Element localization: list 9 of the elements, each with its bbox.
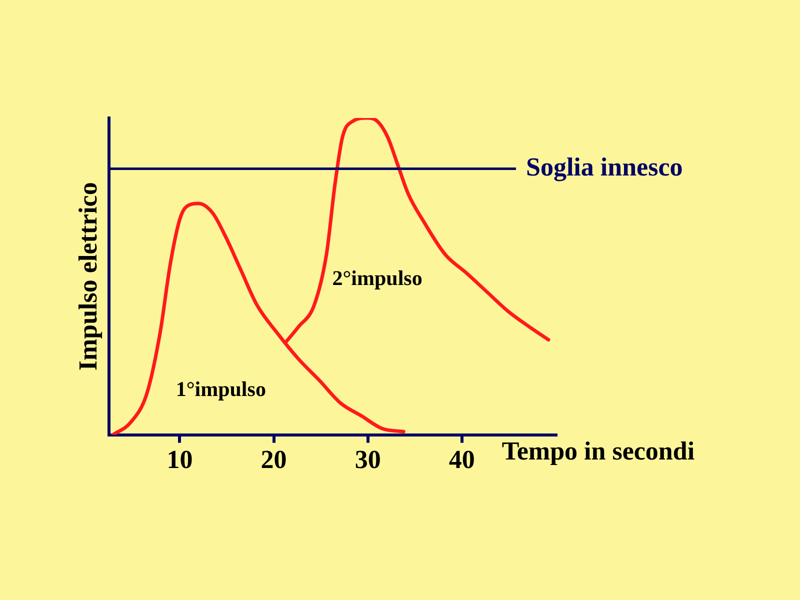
annotation: 1°impulso [176, 376, 266, 401]
y-axis-title: Impulso elettrico [73, 182, 102, 371]
annotation: 2°impulso [332, 266, 422, 290]
x-tick-label: 40 [448, 445, 475, 474]
x-axis-title: Tempo in secondi [502, 436, 695, 466]
ref-line-label: Soglia innesco [526, 152, 683, 182]
x-tick-label: 30 [354, 445, 381, 474]
x-tick-label: 20 [260, 445, 287, 474]
x-tick-label: 10 [166, 445, 193, 474]
